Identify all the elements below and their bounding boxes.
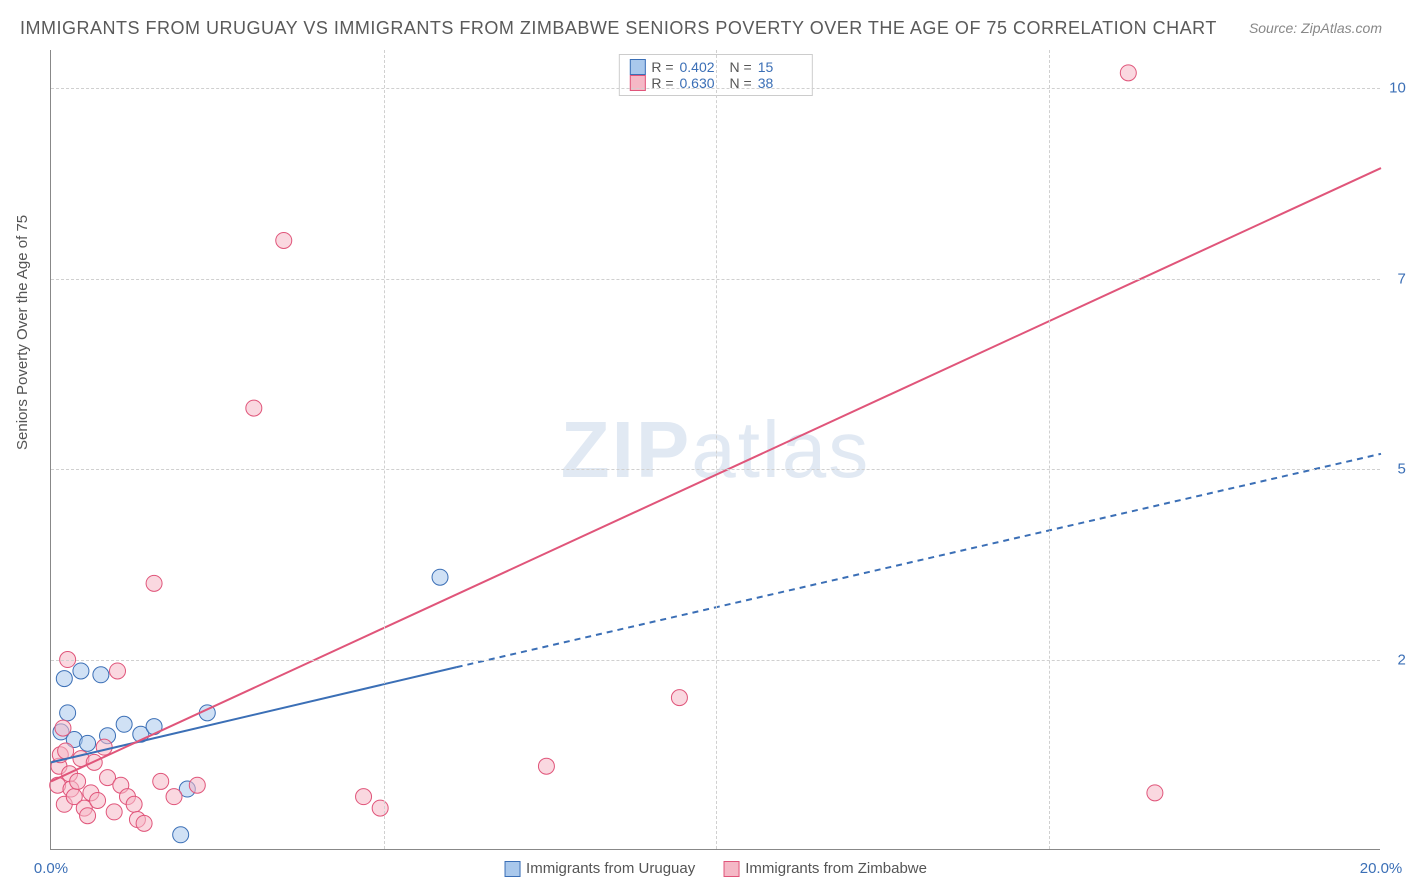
x-tick-label: 20.0%	[1360, 860, 1403, 877]
scatter-point	[146, 575, 162, 591]
legend-series: Immigrants from Uruguay Immigrants from …	[504, 860, 927, 877]
gridline-v	[384, 50, 385, 849]
legend-item-uruguay: Immigrants from Uruguay	[504, 860, 695, 877]
scatter-point	[538, 758, 554, 774]
trend-line	[51, 667, 457, 762]
scatter-point	[55, 720, 71, 736]
source-label: Source: ZipAtlas.com	[1249, 20, 1382, 36]
scatter-point	[189, 777, 205, 793]
scatter-point	[80, 735, 96, 751]
scatter-point	[173, 827, 189, 843]
series-name-uruguay: Immigrants from Uruguay	[526, 860, 695, 877]
y-tick-label: 75.0%	[1385, 270, 1406, 287]
scatter-point	[116, 716, 132, 732]
y-tick-label: 100.0%	[1385, 80, 1406, 97]
scatter-point	[96, 739, 112, 755]
scatter-point	[60, 705, 76, 721]
swatch-uruguay-2	[504, 861, 520, 877]
plot-area: ZIPatlas R = 0.402 N = 15 R = 0.630 N = …	[50, 50, 1380, 850]
series-name-zimbabwe: Immigrants from Zimbabwe	[745, 860, 927, 877]
y-tick-label: 50.0%	[1385, 461, 1406, 478]
y-axis-title: Seniors Poverty Over the Age of 75	[14, 215, 31, 450]
scatter-point	[246, 400, 262, 416]
x-tick-label: 0.0%	[34, 860, 68, 877]
scatter-point	[73, 663, 89, 679]
scatter-point	[153, 773, 169, 789]
scatter-point	[90, 792, 106, 808]
scatter-point	[432, 569, 448, 585]
scatter-point	[56, 671, 72, 687]
scatter-point	[93, 667, 109, 683]
scatter-point	[276, 232, 292, 248]
trend-line-dashed	[457, 454, 1381, 667]
scatter-point	[80, 808, 96, 824]
scatter-point	[126, 796, 142, 812]
scatter-point	[106, 804, 122, 820]
chart-title: IMMIGRANTS FROM URUGUAY VS IMMIGRANTS FR…	[20, 18, 1217, 39]
scatter-point	[671, 690, 687, 706]
scatter-point	[372, 800, 388, 816]
gridline-v	[716, 50, 717, 849]
scatter-point	[70, 773, 86, 789]
gridline-v	[1049, 50, 1050, 849]
legend-item-zimbabwe: Immigrants from Zimbabwe	[723, 860, 927, 877]
scatter-point	[110, 663, 126, 679]
swatch-zimbabwe-2	[723, 861, 739, 877]
scatter-point	[166, 789, 182, 805]
scatter-point	[1147, 785, 1163, 801]
scatter-point	[136, 815, 152, 831]
scatter-point	[356, 789, 372, 805]
scatter-point	[1120, 65, 1136, 81]
y-tick-label: 25.0%	[1385, 651, 1406, 668]
scatter-point	[58, 743, 74, 759]
